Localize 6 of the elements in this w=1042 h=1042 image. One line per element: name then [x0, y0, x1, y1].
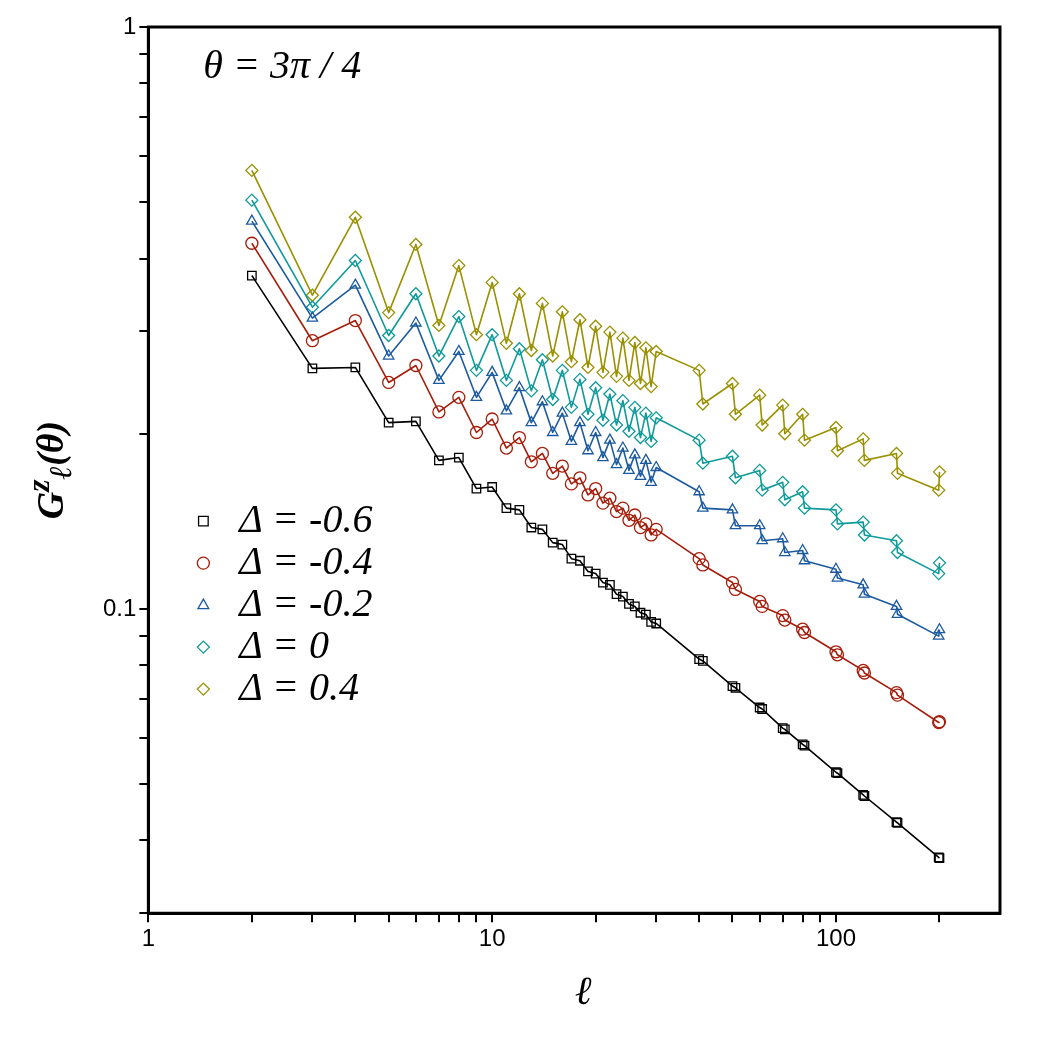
y-tick-label: 0.1 [102, 593, 137, 621]
x-tick-label: 1 [141, 924, 156, 952]
x-tick-label: 10 [478, 924, 506, 952]
annotation: θ = 3π / 4 [203, 41, 362, 87]
x-tick-label: 100 [815, 924, 856, 952]
x-axis-title: ℓ [574, 966, 592, 1014]
